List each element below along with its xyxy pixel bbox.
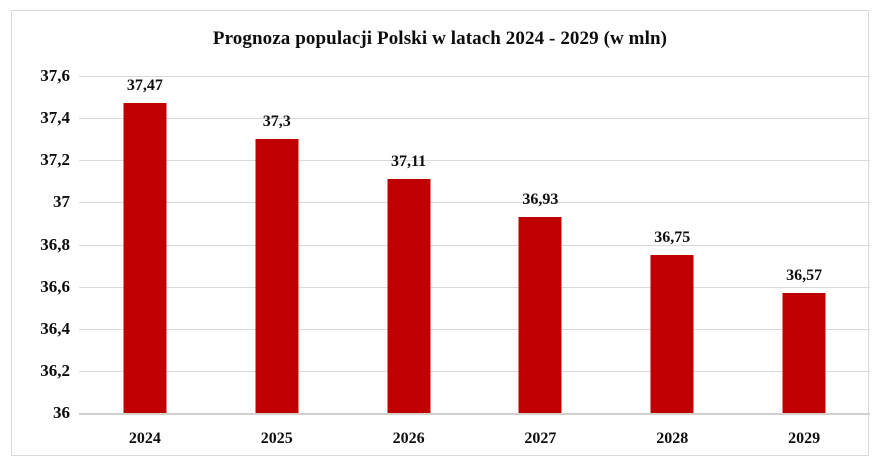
gridline [79, 76, 870, 77]
y-axis-tick-label: 36,2 [40, 360, 70, 380]
gridline [79, 202, 870, 204]
bar-value-label: 37,11 [391, 153, 427, 171]
bar[interactable] [650, 255, 694, 413]
y-axis-tick-label: 36,4 [40, 318, 70, 338]
y-axis-tick-label: 37 [53, 192, 70, 212]
gridline [79, 118, 870, 120]
bars-group: 37,47 2024 37,3 2025 37,11 2026 36,93 2027 36,75… [79, 76, 870, 447]
bar-group: 36,75 2028 [606, 76, 738, 447]
gridline [79, 286, 870, 288]
gridline [79, 244, 870, 246]
bar-group: 36,93 2027 [475, 76, 607, 447]
x-axis-tick-label: 2026 [392, 430, 425, 447]
bar[interactable] [255, 139, 299, 413]
bar-value-label: 36,75 [654, 229, 691, 247]
bar-value-label: 36,57 [786, 266, 823, 284]
x-axis-tick-label: 2024 [128, 430, 161, 447]
gridline [79, 370, 870, 372]
chart-frame: Prognoza populacji Polski w latach 2024 … [11, 10, 870, 456]
x-axis-line [79, 413, 870, 415]
bar-value-label: 37,3 [262, 113, 291, 131]
x-axis-tick-label: 2025 [260, 430, 293, 447]
y-axis-tick-label: 36 [53, 403, 70, 422]
bar[interactable] [518, 217, 562, 413]
bar[interactable] [782, 292, 826, 413]
bar-group: 36,57 2029 [738, 76, 870, 447]
x-axis-tick-label: 2028 [656, 430, 689, 447]
x-axis-tick-label: 2029 [788, 430, 821, 447]
y-axis-tick-label: 37,2 [40, 150, 70, 170]
y-axis-tick-label: 36,8 [40, 234, 70, 254]
bar-group: 37,47 2024 [79, 76, 211, 447]
plot-area: 37,6 37,4 37,2 37 36,8 36,6 36,4 36,2 36 37,47 20… [40, 66, 870, 447]
bar-group: 37,3 2025 [211, 76, 343, 447]
bar-group: 37,11 2026 [343, 76, 475, 447]
bar[interactable] [387, 179, 431, 413]
x-axis-tick-label: 2027 [524, 430, 557, 447]
bar-value-label: 37,47 [126, 77, 163, 95]
y-axis-tick-label: 37,4 [40, 108, 70, 128]
gridline [79, 328, 870, 330]
chart-title: Prognoza populacji Polski w latach 2024 … [212, 28, 668, 49]
bar[interactable] [123, 103, 167, 413]
y-axis-tick-label: 36,6 [40, 276, 70, 296]
gridline [79, 160, 870, 162]
bar-value-label: 36,93 [522, 191, 559, 209]
y-axis-tick-label: 37,6 [40, 66, 70, 85]
